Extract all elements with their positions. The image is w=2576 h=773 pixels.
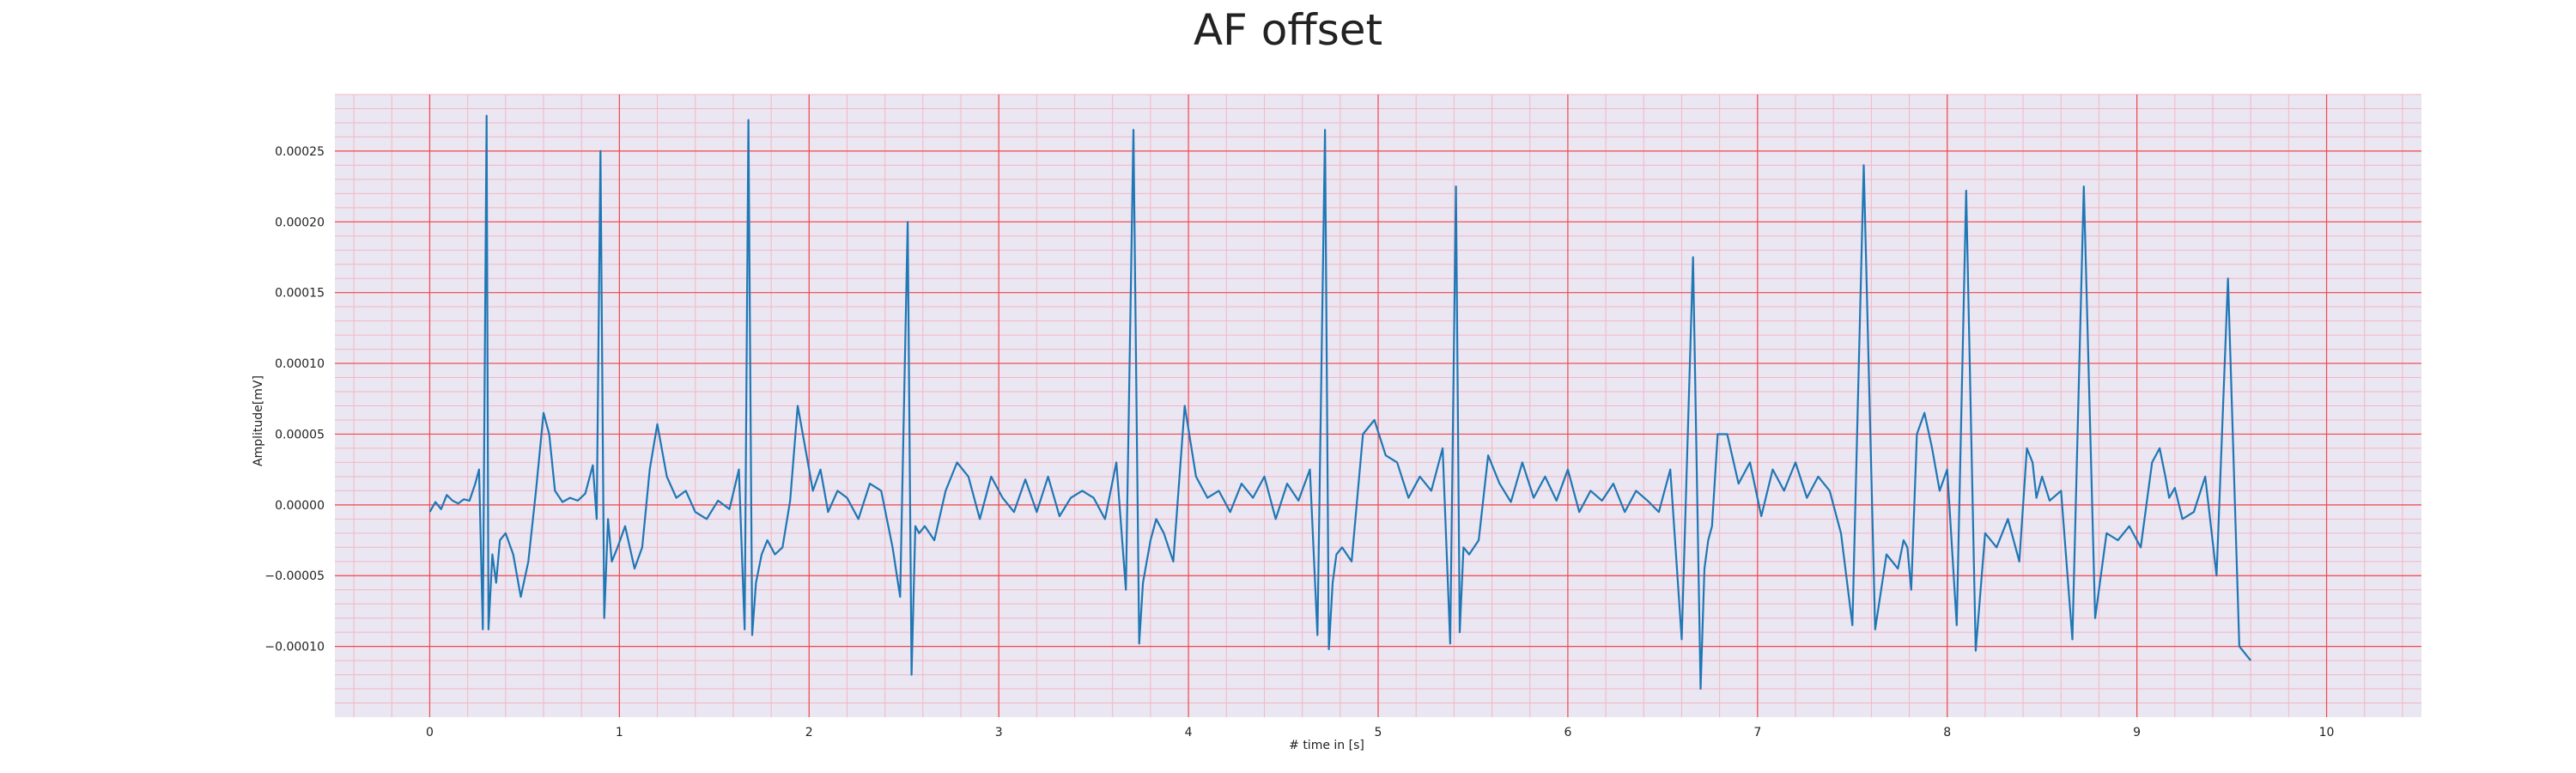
x-tick-label: 4 bbox=[1185, 726, 1193, 740]
x-tick-label: 3 bbox=[995, 726, 1003, 740]
y-axis-label: Amplitude[mV] bbox=[252, 375, 265, 466]
major-grid bbox=[335, 94, 2421, 717]
x-tick-label: 1 bbox=[616, 726, 623, 740]
y-tick-label: −0.00010 bbox=[264, 641, 325, 654]
x-tick-label: 2 bbox=[805, 726, 813, 740]
y-tick-label: 0.00020 bbox=[275, 216, 325, 229]
y-tick-label: 0.00000 bbox=[275, 499, 325, 513]
y-tick-label: 0.00025 bbox=[275, 145, 325, 159]
x-axis-label: # time in [s] bbox=[1289, 739, 1364, 752]
y-tick-label: 0.00010 bbox=[275, 357, 325, 371]
chart-title: AF offset bbox=[1194, 5, 1382, 55]
y-axis-ticks: −0.00010 −0.00005 0.00000 0.00005 0.00010 0.0… bbox=[264, 145, 325, 654]
x-axis-ticks: 0 1 2 3 4 5 6 7 8 9 10 bbox=[426, 726, 2334, 740]
x-tick-label: 9 bbox=[2133, 726, 2141, 740]
x-tick-label: 5 bbox=[1375, 726, 1382, 740]
x-tick-label: 0 bbox=[426, 726, 434, 740]
y-tick-label: −0.00005 bbox=[264, 569, 325, 583]
ecg-series-line bbox=[428, 114, 2252, 691]
series-layer bbox=[428, 114, 2252, 691]
x-tick-label: 6 bbox=[1564, 726, 1571, 740]
x-tick-label: 7 bbox=[1753, 726, 1761, 740]
y-tick-label: 0.00005 bbox=[275, 428, 325, 441]
x-tick-label: 8 bbox=[1943, 726, 1951, 740]
y-tick-label: 0.00015 bbox=[275, 287, 325, 301]
x-tick-label: 10 bbox=[2319, 726, 2335, 740]
